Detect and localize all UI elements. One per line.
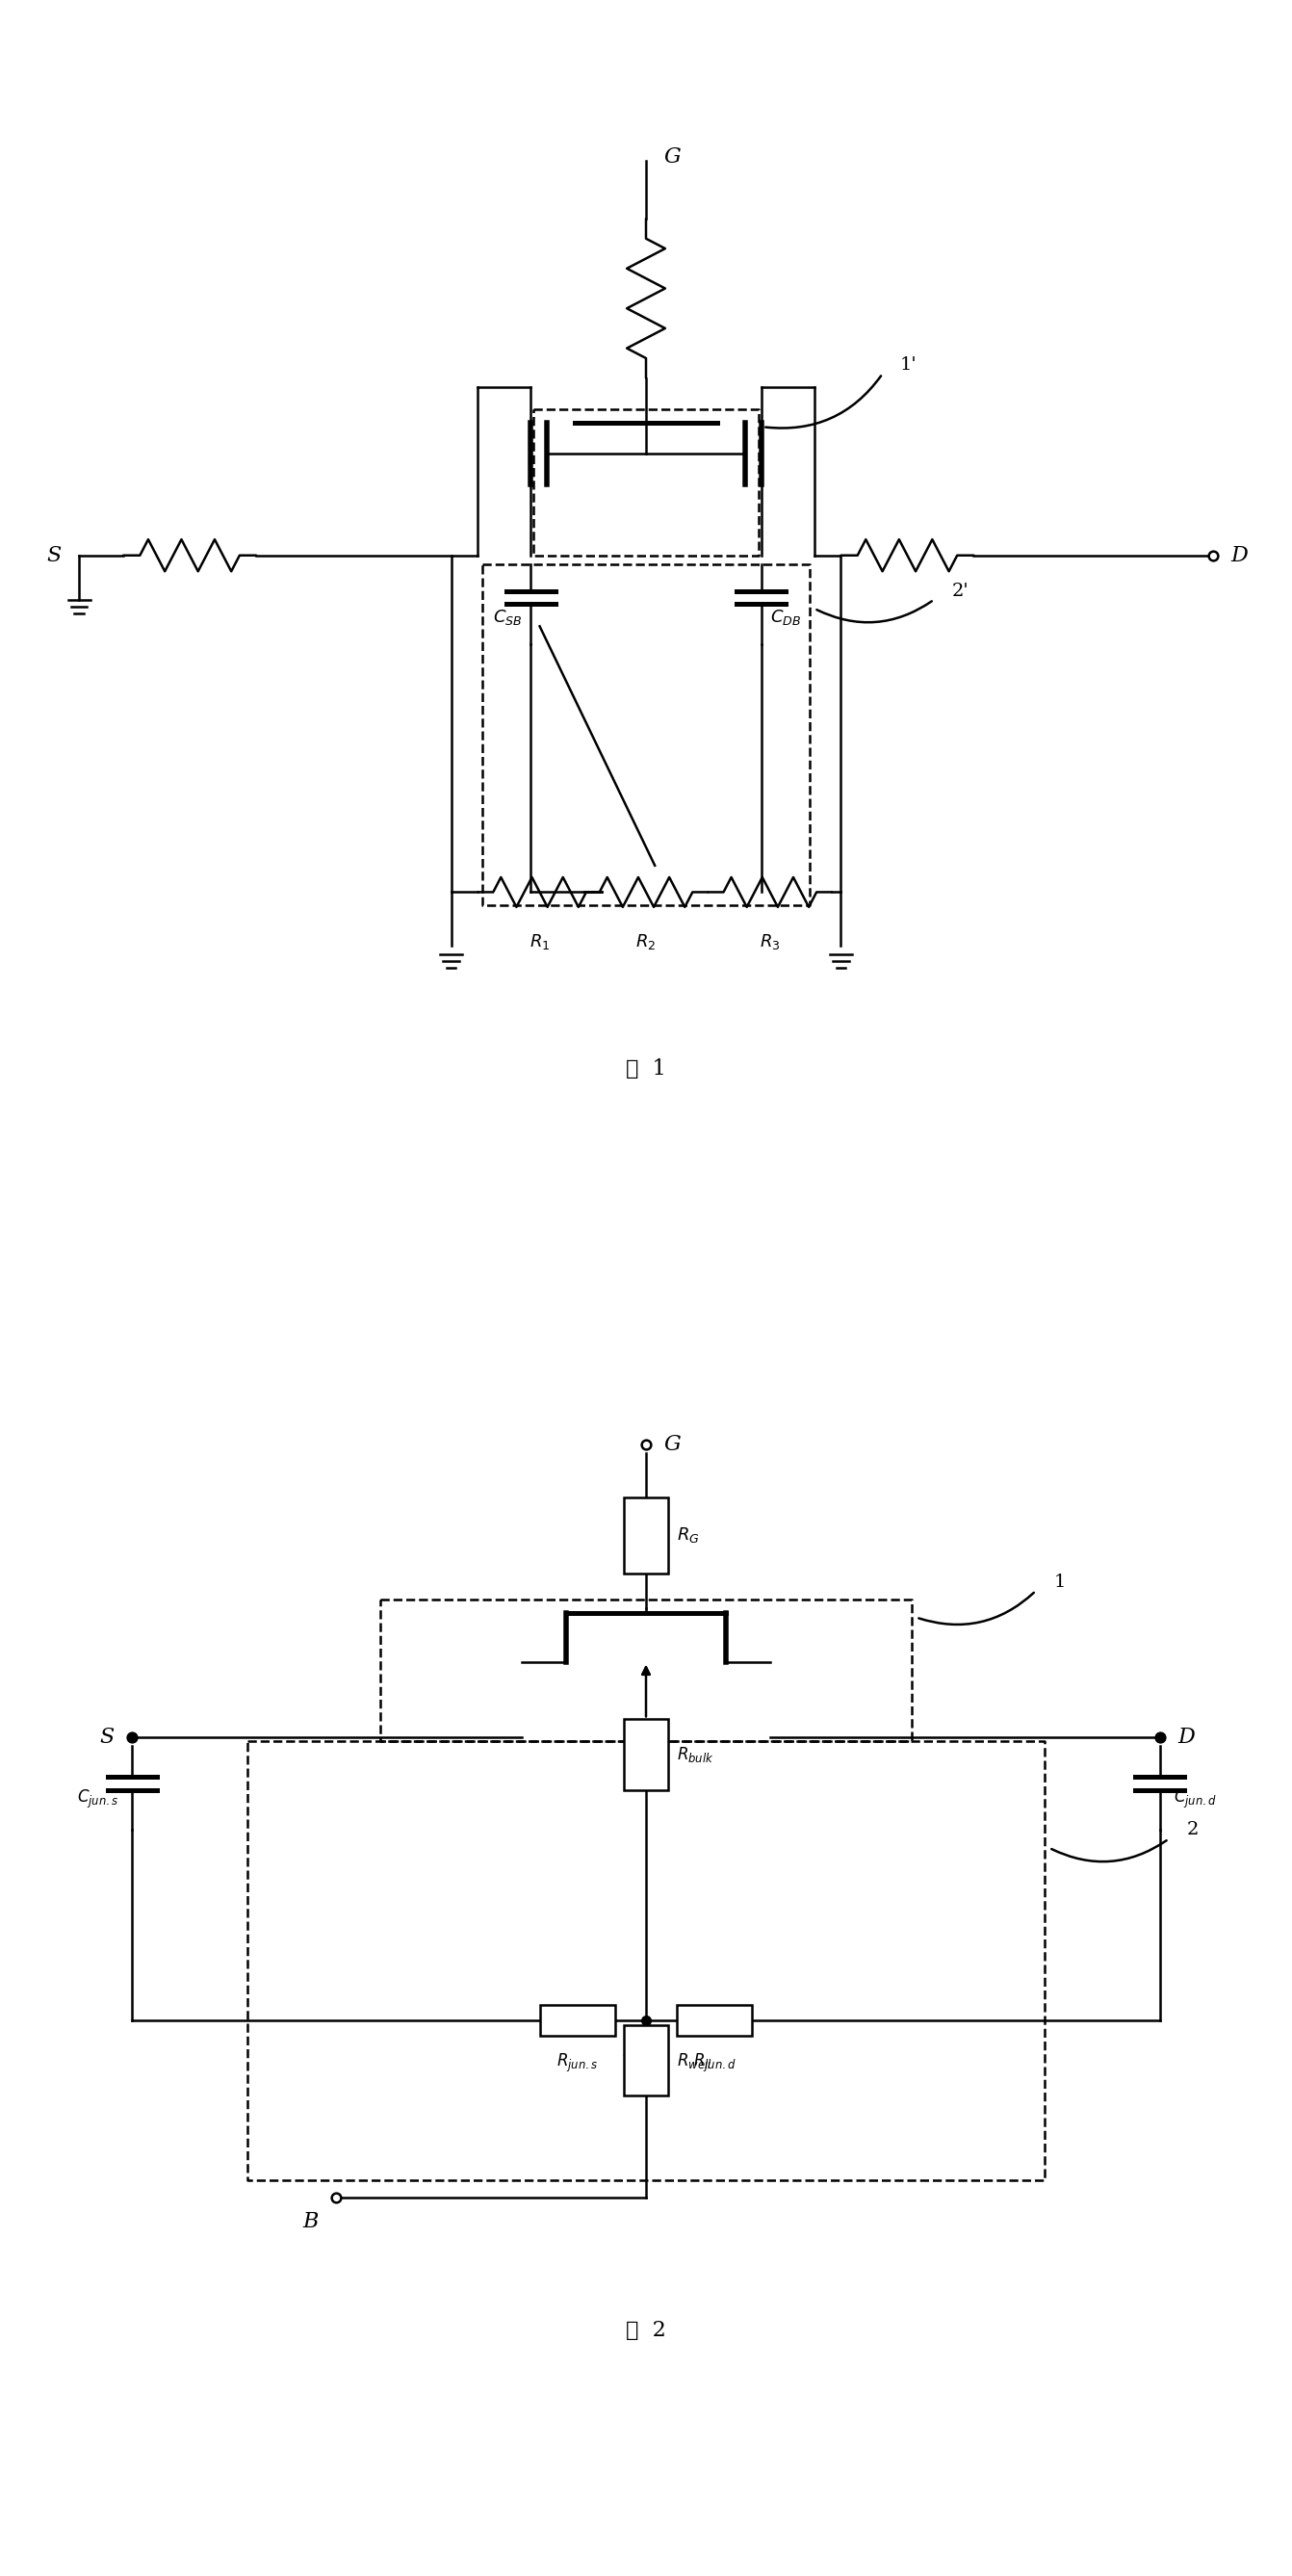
Text: $R_{bulk}$: $R_{bulk}$ bbox=[677, 1744, 714, 1765]
Text: 1': 1' bbox=[901, 355, 917, 374]
Text: $C_{jun.s}$: $C_{jun.s}$ bbox=[78, 1788, 119, 1811]
Text: D: D bbox=[1177, 1726, 1195, 1747]
Text: 1: 1 bbox=[1053, 1574, 1066, 1589]
Text: D: D bbox=[1231, 544, 1248, 567]
Bar bbox=[624, 1497, 668, 1574]
Bar bbox=[624, 1718, 668, 1790]
Text: G: G bbox=[664, 147, 681, 167]
Text: B: B bbox=[302, 2210, 318, 2233]
Text: G: G bbox=[664, 1435, 681, 1455]
Text: 图  2: 图 2 bbox=[625, 2321, 667, 2342]
Text: S: S bbox=[99, 1726, 115, 1747]
Text: S: S bbox=[47, 544, 61, 567]
Bar bbox=[540, 2004, 615, 2035]
Text: $C_{DB}$: $C_{DB}$ bbox=[770, 608, 801, 626]
Text: 2: 2 bbox=[1186, 1821, 1199, 1839]
Text: $C_{SB}$: $C_{SB}$ bbox=[492, 608, 522, 626]
Text: $C_{jun.d}$: $C_{jun.d}$ bbox=[1173, 1788, 1217, 1811]
Text: $R_{jun.d}$: $R_{jun.d}$ bbox=[693, 2050, 736, 2074]
Text: $R_1$: $R_1$ bbox=[530, 933, 550, 951]
Text: 2': 2' bbox=[952, 582, 969, 600]
Text: $R_G$: $R_G$ bbox=[677, 1525, 700, 1546]
Bar bbox=[624, 2025, 668, 2097]
Text: A: A bbox=[624, 2043, 637, 2061]
Text: $R_{well}$: $R_{well}$ bbox=[677, 2050, 712, 2071]
Text: 图  1: 图 1 bbox=[625, 1059, 667, 1079]
Text: $R_3$: $R_3$ bbox=[760, 933, 780, 951]
Text: $R_2$: $R_2$ bbox=[636, 933, 656, 951]
Text: $R_{jun.s}$: $R_{jun.s}$ bbox=[557, 2050, 598, 2074]
Bar bbox=[677, 2004, 752, 2035]
